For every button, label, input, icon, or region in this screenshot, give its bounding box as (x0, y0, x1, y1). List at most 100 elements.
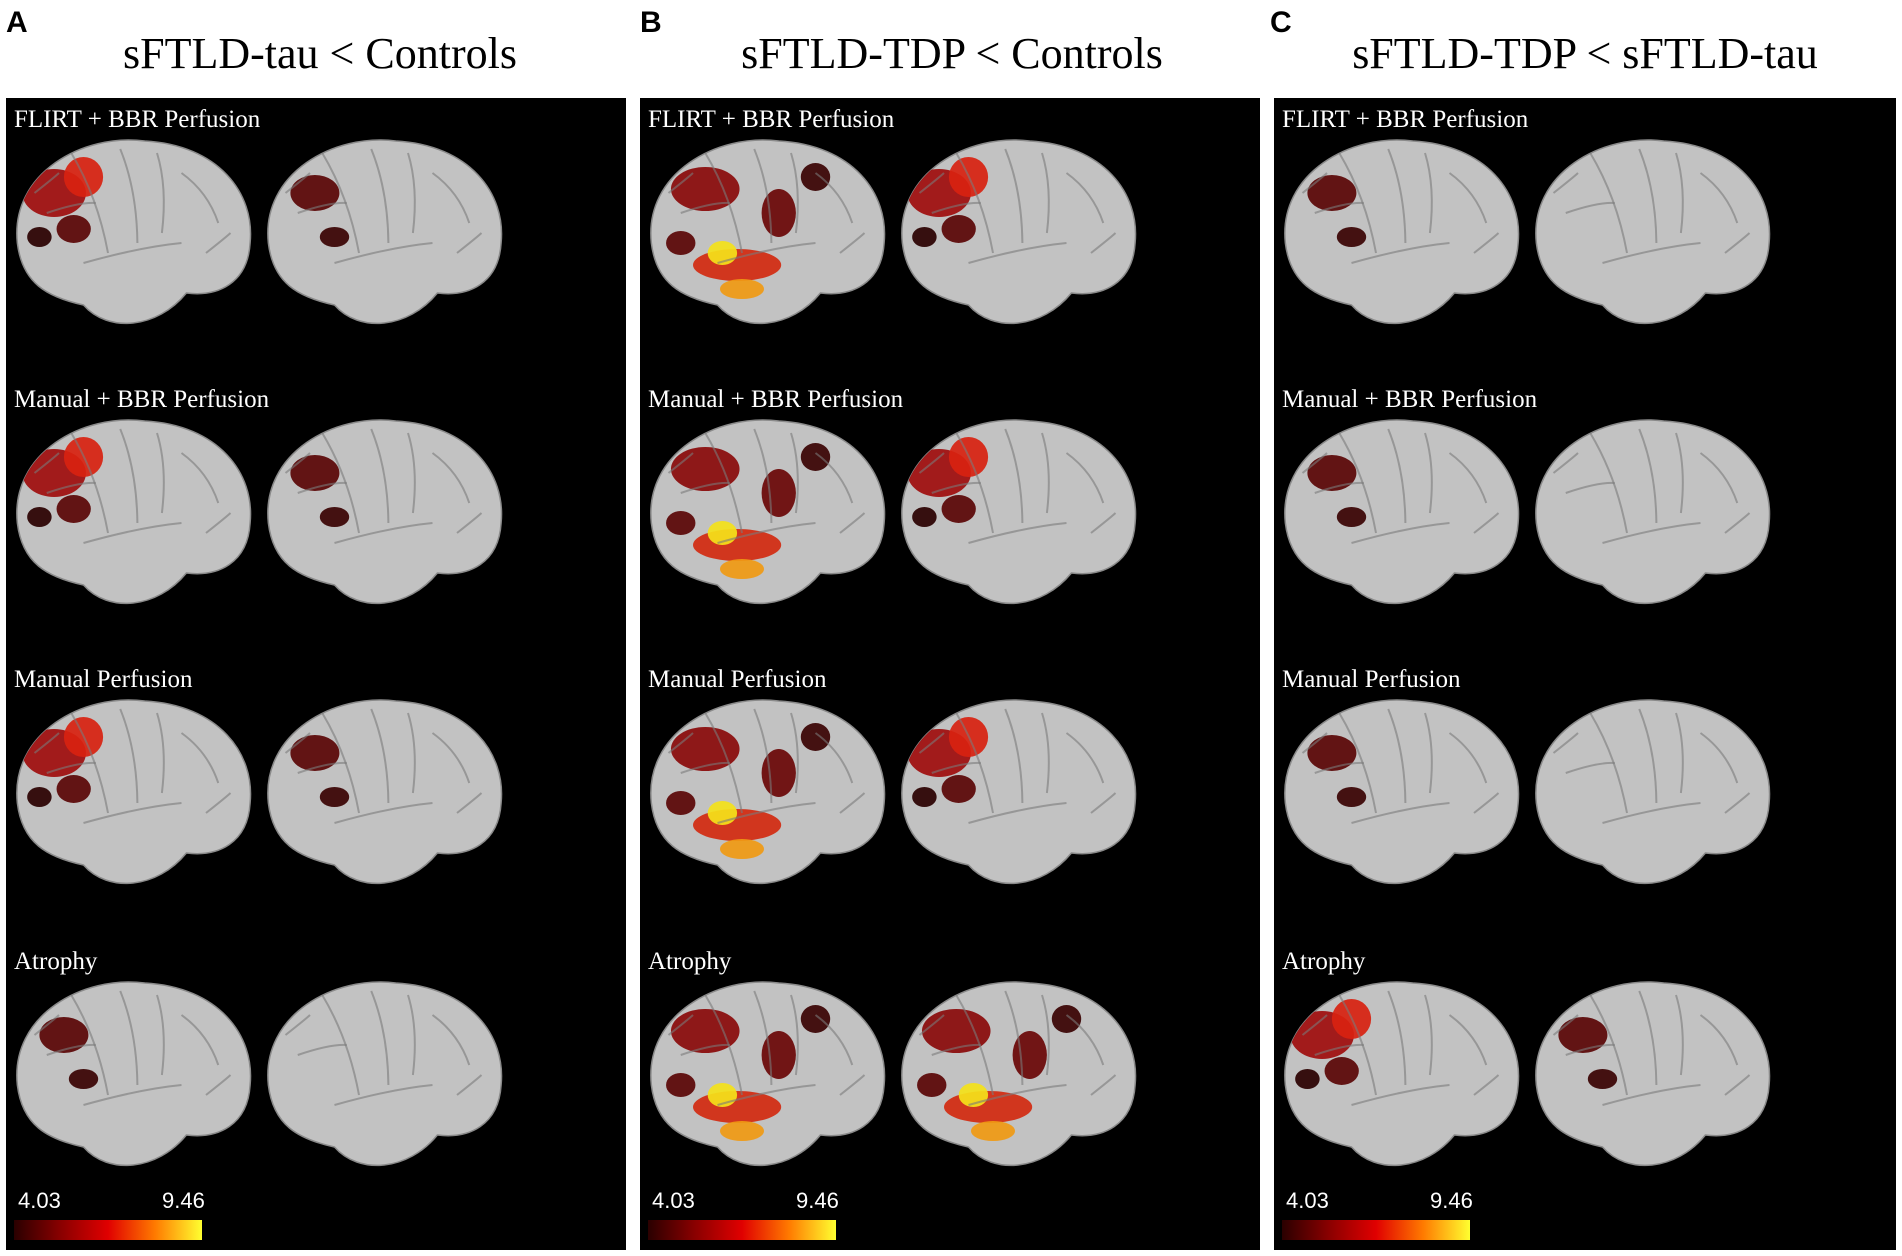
colorbar-max-label: 9.46 (1430, 1188, 1473, 1213)
cortex-surface (650, 699, 886, 885)
sulcus-line (321, 712, 360, 814)
cortex-surface (16, 981, 252, 1167)
activation-region (27, 507, 52, 527)
colorbar-min-label: 4.03 (18, 1188, 61, 1213)
brain-lateral-view (650, 981, 886, 1167)
sulcus-line (1565, 1043, 1615, 1056)
activation-region (1324, 1057, 1359, 1085)
sulcus-line (680, 481, 730, 494)
activation-region (666, 511, 696, 535)
sulcus-line (1338, 152, 1377, 254)
brain-lateral-view (650, 139, 886, 325)
sulcus-line (753, 990, 773, 1086)
sulcus-line (1638, 428, 1658, 524)
sulcus-line (717, 802, 816, 824)
panel-c: FLIRT + BBR Perfusion Manual + BBR Perfu… (1274, 98, 1896, 1250)
cortex-surface (16, 699, 252, 885)
sulcus-line (667, 172, 694, 194)
activation-region (912, 227, 937, 247)
sulcus-line (1424, 712, 1433, 794)
sulcus-line (1387, 428, 1407, 524)
brain-lateral-view (1284, 981, 1520, 1167)
sulcus-line (456, 512, 483, 534)
brain-medial-view (267, 419, 503, 605)
sulcus-line (704, 994, 743, 1096)
sulcus-line (321, 432, 360, 534)
sulcus-line (1387, 990, 1407, 1086)
sulcus-line (955, 712, 994, 814)
sulcus-line (814, 732, 854, 784)
activation-region (1336, 787, 1367, 807)
sulcus-line (918, 1014, 945, 1036)
sulcus-line (431, 452, 471, 504)
sulcus-line (1351, 522, 1450, 544)
sulcus-line (156, 712, 165, 794)
cortex-surface (267, 419, 503, 605)
cortex-surface (1284, 699, 1520, 885)
sulcus-line (46, 481, 96, 494)
sulcus-line (1424, 432, 1433, 514)
activation-region (800, 723, 831, 751)
sulcus-line (205, 512, 232, 534)
sulcus-line (33, 732, 60, 754)
sulcus-line (46, 1043, 96, 1056)
sulcus-line (1552, 732, 1579, 754)
panel-b: FLIRT + BBR Perfusion Manual + BBR Perfu… (640, 98, 1260, 1250)
sulcus-line (717, 1084, 816, 1106)
sulcus-line (297, 761, 347, 774)
sulcus-line (46, 201, 96, 214)
sulcus-line (704, 712, 743, 814)
sulcus-line (1090, 792, 1117, 814)
sulcus-line (1699, 732, 1739, 784)
panel-letter-c: C (1270, 6, 1292, 39)
sulcus-line (955, 432, 994, 534)
activation-region (1307, 735, 1357, 771)
sulcus-line (1675, 432, 1684, 514)
sulcus-line (205, 792, 232, 814)
cortex-surface (1284, 981, 1520, 1167)
sulcus-line (1473, 232, 1500, 254)
cortex-surface (16, 139, 252, 325)
sulcus-line (704, 432, 743, 534)
sulcus-line (1699, 452, 1739, 504)
brain-medial-view (1535, 699, 1771, 885)
activation-region (719, 1121, 765, 1141)
row-label: FLIRT + BBR Perfusion (648, 106, 895, 133)
row-label: Manual Perfusion (1282, 666, 1461, 693)
sulcus-line (456, 232, 483, 254)
sulcus-line (1090, 512, 1117, 534)
sulcus-line (119, 428, 139, 524)
activation-region (27, 787, 52, 807)
sulcus-line (667, 732, 694, 754)
sulcus-line (205, 1074, 232, 1096)
sulcus-line (1301, 732, 1328, 754)
cortex-surface (901, 419, 1137, 605)
sulcus-line (407, 712, 416, 794)
sulcus-line (1314, 1043, 1364, 1056)
colorbar-gradient (14, 1220, 202, 1240)
sulcus-line (1565, 201, 1615, 214)
brain-lateral-view (650, 419, 886, 605)
panel-title-b: sFTLD-TDP < Controls (741, 29, 1163, 78)
sulcus-line (297, 481, 347, 494)
sulcus-line (284, 1014, 311, 1036)
activation-region (944, 1091, 1033, 1123)
row-label: Manual + BBR Perfusion (14, 386, 270, 413)
cortex-surface (650, 139, 886, 325)
sulcus-line (33, 1014, 60, 1036)
sulcus-line (1041, 712, 1050, 794)
sulcus-line (83, 242, 182, 264)
sulcus-line (955, 152, 994, 254)
sulcus-line (1699, 172, 1739, 224)
row-label: Atrophy (648, 948, 732, 975)
activation-region (290, 735, 340, 771)
sulcus-line (1602, 522, 1701, 544)
sulcus-line (119, 148, 139, 244)
sulcus-line (968, 522, 1067, 544)
sulcus-line (1301, 1014, 1328, 1036)
cortex-surface (1284, 139, 1520, 325)
sulcus-line (717, 242, 816, 264)
brain-lateral-view (16, 419, 252, 605)
sulcus-line (680, 201, 730, 214)
sulcus-line (955, 994, 994, 1096)
